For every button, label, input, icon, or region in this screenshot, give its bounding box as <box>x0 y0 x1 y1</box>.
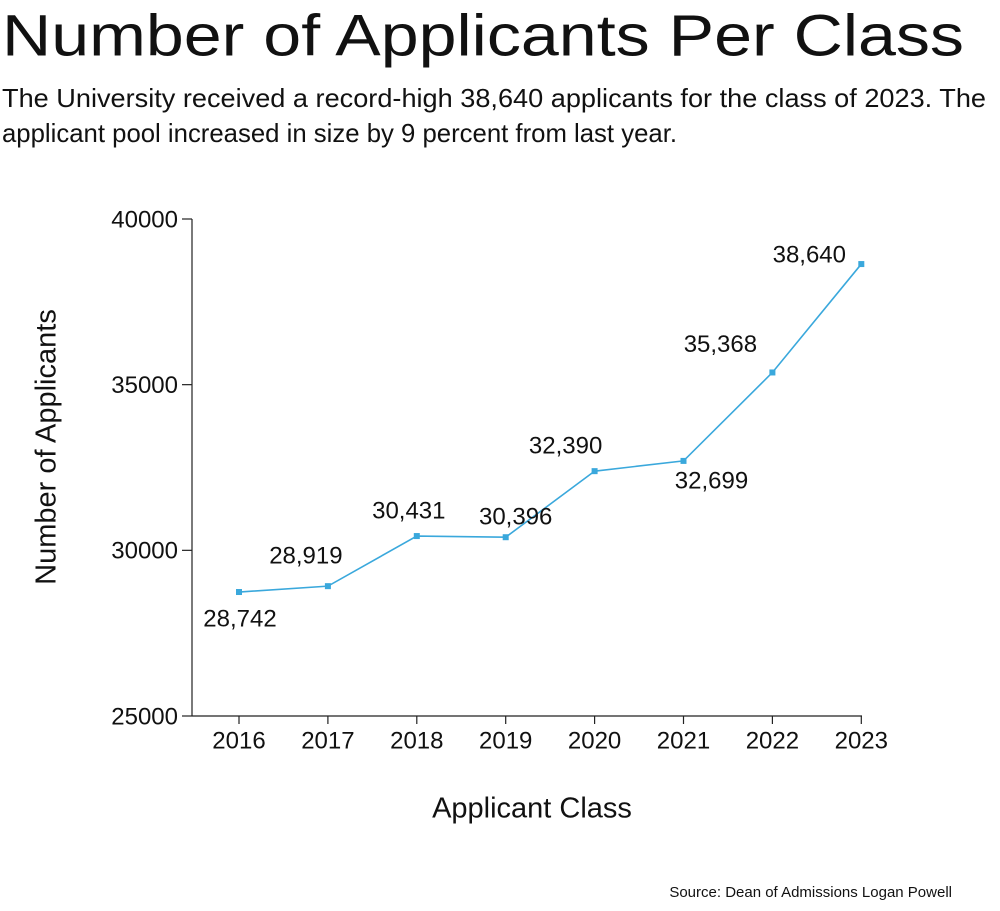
y-tick-label: 25000 <box>111 703 178 730</box>
chart-title: Number of Applicants Per Class <box>2 3 964 68</box>
y-axis-label: Number of Applicants <box>31 309 63 585</box>
x-tick-label: 2022 <box>746 727 799 754</box>
y-tick-label: 40000 <box>111 206 178 233</box>
data-point <box>413 533 420 540</box>
data-point <box>680 457 687 464</box>
y-tick-label: 30000 <box>111 538 178 565</box>
data-point <box>236 589 242 596</box>
data-line <box>238 263 862 593</box>
data-label: 38,640 <box>773 241 846 268</box>
subtitle: applicant pool increased in size by 9 pe… <box>2 118 677 148</box>
data-label: 30,431 <box>372 497 445 524</box>
x-tick-label: 2023 <box>835 727 888 754</box>
subtitle: The University received a record-high 38… <box>2 83 986 113</box>
data-label: 32,390 <box>529 432 602 459</box>
data-label: 28,742 <box>203 605 276 632</box>
x-tick-label: 2016 <box>212 727 265 754</box>
source: Source: Dean of Admissions Logan Powell <box>669 884 952 901</box>
x-tick-label: 2021 <box>657 727 710 754</box>
data-point <box>502 534 509 541</box>
data-point <box>858 261 865 268</box>
data-label: 32,699 <box>675 467 748 494</box>
x-tick-label: 2018 <box>390 727 443 754</box>
x-tick-label: 2019 <box>479 727 532 754</box>
x-axis-label: Applicant Class <box>432 793 632 825</box>
data-point <box>591 468 598 475</box>
data-point <box>324 583 331 590</box>
data-label: 35,368 <box>684 331 757 358</box>
data-label: 28,919 <box>269 542 342 569</box>
x-tick-label: 2017 <box>301 727 354 754</box>
y-tick-label: 35000 <box>111 372 178 399</box>
x-tick-label: 2020 <box>568 727 621 754</box>
data-point <box>769 369 776 376</box>
data-label: 30,396 <box>479 504 552 531</box>
